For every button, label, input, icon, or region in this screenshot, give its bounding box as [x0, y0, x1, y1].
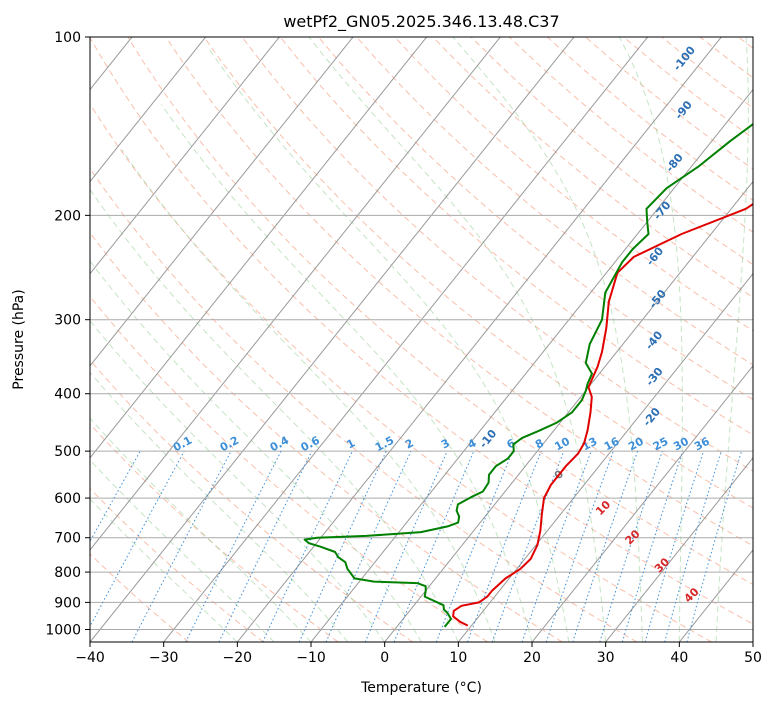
isotherm-line — [310, 88, 753, 642]
dry-adiabat-line — [90, 553, 190, 642]
mixing-ratio-line — [621, 450, 684, 642]
moist-adiabat-line — [90, 320, 386, 642]
x-tick-label: 20 — [523, 650, 541, 666]
plot-background-lines — [90, 37, 753, 642]
x-tick-label: 0 — [380, 650, 389, 666]
x-tick-label: −20 — [223, 650, 253, 666]
y-tick-label: 1000 — [45, 623, 81, 639]
mixing-ratio-label: 20 — [626, 435, 646, 454]
y-tick-label: 200 — [54, 208, 81, 224]
moist-adiabat-line — [618, 37, 683, 642]
isotherm-line — [90, 37, 280, 275]
y-tick-label: 900 — [54, 595, 81, 611]
mixing-ratio-label: 25 — [651, 435, 671, 454]
y-axis-ticks: 100 200 300 400 500 600 700 800 900 1000 — [45, 30, 90, 639]
isotherm-line — [163, 37, 649, 642]
mixing-ratio-line — [644, 450, 705, 642]
isotherm-line — [236, 37, 722, 642]
dry-adiabat-line — [356, 37, 753, 366]
dry-adiabat-line — [165, 37, 753, 547]
y-tick-label: 800 — [54, 565, 81, 581]
dry-adiabat-line — [394, 37, 753, 332]
y-tick-label: 300 — [54, 313, 81, 329]
y-axis-label: Pressure (hPa) — [11, 289, 27, 389]
mixing-ratio-line — [572, 450, 639, 642]
mixing-ratio-line — [664, 450, 722, 642]
x-tick-label: 40 — [670, 650, 688, 666]
dry-adiabat-line — [90, 423, 339, 642]
moist-adiabat-line — [308, 37, 607, 642]
mixing-ratio-line — [325, 450, 412, 642]
mixing-ratio-label: 16 — [602, 435, 622, 454]
mixing-ratio-line — [686, 450, 743, 642]
x-tick-label: 30 — [597, 650, 615, 666]
mixing-ratio-line — [393, 450, 475, 642]
x-axis-label: Temperature (°C) — [360, 680, 482, 696]
moist-adiabat-line — [161, 104, 533, 642]
mixing-ratio-line — [599, 450, 663, 642]
dry-adiabat-line — [127, 37, 753, 586]
x-tick-label: −10 — [296, 650, 326, 666]
x-tick-label: 10 — [449, 650, 467, 666]
moist-adiabat-line — [90, 498, 238, 642]
moist-adiabat-line — [90, 371, 349, 642]
y-tick-label: 100 — [54, 30, 81, 46]
isotherm-line — [90, 37, 428, 459]
mixing-ratio-label: 30 — [671, 435, 691, 454]
mixing-ratio-line — [521, 450, 592, 642]
plot-frame — [89, 36, 754, 643]
isotherm-line — [384, 180, 753, 642]
mixing-ratio-line — [467, 450, 542, 642]
dry-adiabat-line — [90, 231, 563, 642]
mixing-ratio-line — [545, 450, 614, 642]
dry-adiabat-line — [90, 295, 488, 642]
moist-adiabat-line — [715, 37, 749, 642]
dry-adiabat-line — [318, 37, 753, 401]
y-tick-label: 500 — [54, 444, 81, 460]
moist-adiabat-line — [90, 260, 422, 642]
mixing-ratio-line — [491, 450, 565, 642]
x-tick-label: −40 — [75, 650, 105, 666]
dewpoint-profile-line — [303, 122, 753, 628]
dry-adiabat-line — [90, 37, 753, 625]
mixing-ratio-line — [435, 450, 514, 642]
x-tick-label: 50 — [744, 650, 762, 666]
isotherm-line — [605, 457, 753, 642]
isotherm-line — [457, 272, 753, 642]
isotherm-line — [90, 37, 354, 367]
x-tick-label: −30 — [149, 650, 179, 666]
dry-adiabat-line — [203, 37, 753, 509]
temperature-profile-line — [452, 202, 753, 627]
isotherm-line — [90, 37, 575, 642]
chart-title: wetPf2_GN05.2025.346.13.48.C37 — [283, 12, 559, 32]
moist-adiabat-line — [452, 37, 643, 642]
y-tick-label: 600 — [54, 491, 81, 507]
mixing-ratio-line — [90, 450, 141, 543]
moist-adiabat-line — [90, 459, 275, 642]
mixing-ratio-line — [218, 450, 313, 642]
mixing-ratio-line — [90, 450, 185, 628]
mixing-ratio-label: 36 — [692, 435, 712, 454]
isotherm-line — [90, 37, 501, 551]
x-axis-ticks: −40 −30 −20 −10 0 10 20 30 40 50 — [75, 642, 762, 666]
isotherm-line — [90, 37, 207, 183]
y-tick-label: 700 — [54, 531, 81, 547]
y-tick-label: 400 — [54, 387, 81, 403]
moist-adiabat-line — [208, 49, 570, 642]
dry-adiabat-line — [90, 103, 712, 642]
dry-adiabat-line — [90, 167, 638, 642]
profile-series — [303, 122, 753, 628]
mixing-ratio-line — [185, 450, 282, 642]
mixing-ratio-line — [364, 450, 448, 642]
isotherm-line — [531, 365, 753, 642]
mixing-ratio-label: 10 — [552, 435, 572, 454]
